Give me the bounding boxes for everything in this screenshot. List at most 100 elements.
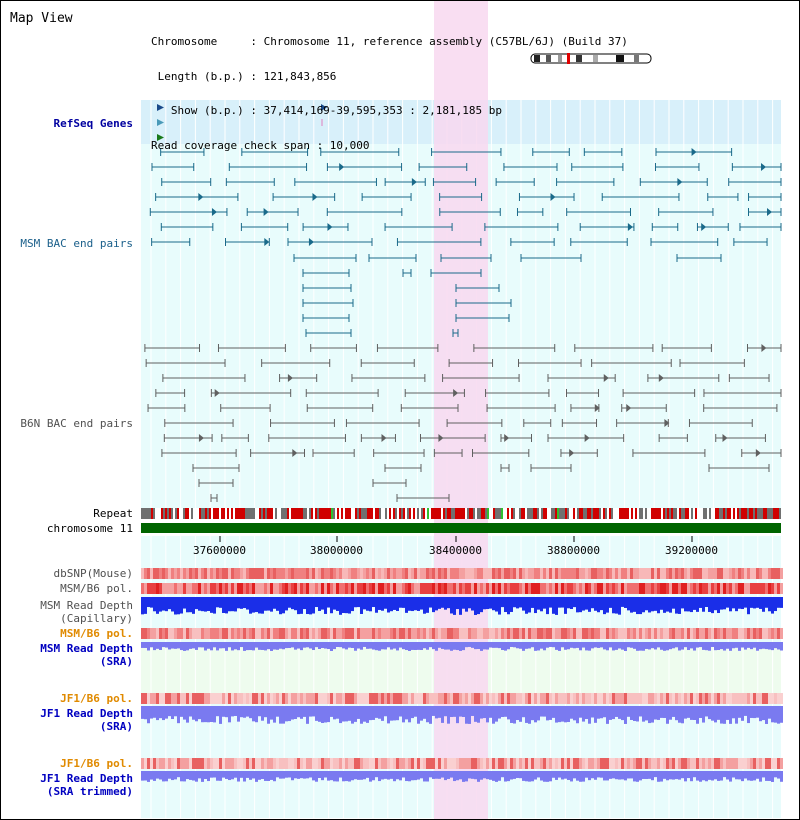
jf1-b6-pol-trim-cell <box>162 758 165 769</box>
msm-depth-sra-bar <box>687 642 690 651</box>
jf1-b6-pol-trim-cell <box>225 758 228 769</box>
jf1-depth-sra-bar <box>651 706 654 723</box>
repeat-block <box>325 508 327 519</box>
msm-depth-cap-bar <box>429 597 432 608</box>
msm-b6-pol-sra-cell <box>696 628 699 639</box>
b6n-bac-label[interactable]: B6N BAC end pairs <box>20 417 133 430</box>
jf1-b6-pol-trim-label[interactable]: JF1/B6 pol. <box>60 757 133 770</box>
jf1-depth-trim-bar <box>468 771 471 779</box>
jf1-b6-pol-trim-cell <box>570 758 573 769</box>
msm-depth-cap-bar <box>588 597 591 612</box>
jf1-b6-pol-trim-cell <box>432 758 435 769</box>
jf1-depth-trim-bar <box>288 771 291 778</box>
msm-depth-cap-bar <box>360 597 363 614</box>
repeat-block <box>739 508 741 519</box>
jf1-b6-pol-trim-cell <box>192 758 195 769</box>
jf1-depth-sra-bar <box>399 706 402 717</box>
msm-b6-pol-sra-cell <box>609 628 612 639</box>
dbsnp-cell <box>375 568 378 579</box>
repeat-block <box>715 508 717 519</box>
jf1-b6-pol-cell <box>306 693 309 704</box>
repeat-block <box>465 508 467 519</box>
dbsnp-cell <box>501 568 504 579</box>
jf1-b6-pol-trim-cell <box>180 758 183 769</box>
refseq-genes-label[interactable]: RefSeq Genes <box>53 117 133 130</box>
dbsnp-cell <box>705 568 708 579</box>
msm-b6-pol-label[interactable]: MSM/B6 pol. <box>60 582 133 595</box>
jf1-b6-pol-trim-cell <box>582 758 585 769</box>
jf1-depth-trim-bar <box>687 771 690 779</box>
msm-b6-pol-cell <box>552 583 555 594</box>
msm-b6-pol-sra-cell <box>729 628 732 639</box>
jf1-b6-pol-cell <box>471 693 474 704</box>
jf1-b6-pol-cell <box>588 693 591 704</box>
jf1-depth-trim-bar <box>531 771 534 782</box>
msm-b6-pol-sra-label[interactable]: MSM/B6 pol. <box>60 627 133 640</box>
msm-b6-pol-cell <box>459 583 462 594</box>
msm-b6-pol-cell <box>219 583 222 594</box>
repeat-block <box>305 508 307 519</box>
jf1-depth-trim-bar <box>297 771 300 779</box>
jf1-b6-pol-trim-cell <box>429 758 432 769</box>
msm-depth-cap-bar <box>771 597 774 614</box>
msm-depth-cap-bar <box>156 597 159 614</box>
msm-depth-sra-bar <box>243 642 246 651</box>
jf1-depth-sra-bar <box>657 706 660 720</box>
jf1-read-depth-sra-label[interactable]: JF1 Read Depth <box>40 707 133 720</box>
msm-b6-pol-sra-cell <box>777 628 780 639</box>
jf1-b6-pol-trim-cell <box>774 758 777 769</box>
jf1-b6-pol-cell <box>255 693 258 704</box>
jf1-depth-trim-bar <box>540 771 543 781</box>
jf1-depth-trim-bar <box>528 771 531 782</box>
msm-read-depth-sra-label[interactable]: MSM Read Depth <box>40 642 133 655</box>
msm-b6-pol-sra-cell <box>432 628 435 639</box>
msm-depth-sra-bar <box>321 642 324 649</box>
jf1-depth-sra-bar <box>162 706 165 721</box>
ideogram-position-marker <box>567 53 570 64</box>
jf1-b6-pol-cell <box>585 693 588 704</box>
jf1-depth-sra-bar <box>699 706 702 718</box>
jf1-depth-trim-bar <box>165 771 168 782</box>
repeat-block <box>453 508 455 519</box>
jf1-depth-sra-bar <box>282 706 285 724</box>
msm-depth-sra-bar <box>237 642 240 651</box>
chromosome-bar <box>141 523 781 533</box>
jf1-depth-sra-bar <box>183 706 186 720</box>
msm-b6-pol-sra-cell <box>273 628 276 639</box>
jf1-depth-trim-bar <box>354 771 357 780</box>
jf1-depth-sra-bar <box>669 706 672 720</box>
jf1-b6-pol-trim-cell <box>507 758 510 769</box>
msm-depth-cap-bar <box>648 597 651 613</box>
jf1-b6-pol-cell <box>597 693 600 704</box>
repeat-block <box>705 508 707 519</box>
dbsnp-cell <box>165 568 168 579</box>
jf1-b6-pol-cell <box>381 693 384 704</box>
msm-bac-label[interactable]: MSM BAC end pairs <box>20 237 133 250</box>
jf1-depth-trim-bar <box>720 771 723 781</box>
jf1-b6-pol-cell <box>528 693 531 704</box>
jf1-depth-trim-bar <box>660 771 663 782</box>
dbsnp-cell <box>762 568 765 579</box>
repeat-block <box>329 508 331 519</box>
msm-read-depth-cap-label[interactable]: MSM Read Depth <box>40 599 133 612</box>
msm-b6-pol-cell <box>345 583 348 594</box>
repeat-block <box>555 508 557 519</box>
dbsnp-cell <box>444 568 447 579</box>
jf1-read-depth-trim-label[interactable]: JF1 Read Depth <box>40 772 133 785</box>
msm-depth-sra-bar <box>621 642 624 650</box>
jf1-b6-pol-label[interactable]: JF1/B6 pol. <box>60 692 133 705</box>
dbsnp-label[interactable]: dbSNP(Mouse) <box>53 567 133 580</box>
msm-b6-pol-cell <box>534 583 537 594</box>
repeat-block <box>181 508 183 519</box>
repeat-block <box>541 508 543 519</box>
msm-depth-cap-bar <box>774 597 777 612</box>
msm-depth-sra-bar <box>318 642 321 650</box>
repeat-block <box>345 508 347 519</box>
jf1-b6-pol-trim-cell <box>489 758 492 769</box>
msm-b6-pol-sra-cell <box>237 628 240 639</box>
jf1-depth-sra-bar <box>174 706 177 717</box>
msm-depth-sra-bar <box>387 642 390 648</box>
repeat-block <box>255 508 257 519</box>
repeat-block <box>775 508 777 519</box>
